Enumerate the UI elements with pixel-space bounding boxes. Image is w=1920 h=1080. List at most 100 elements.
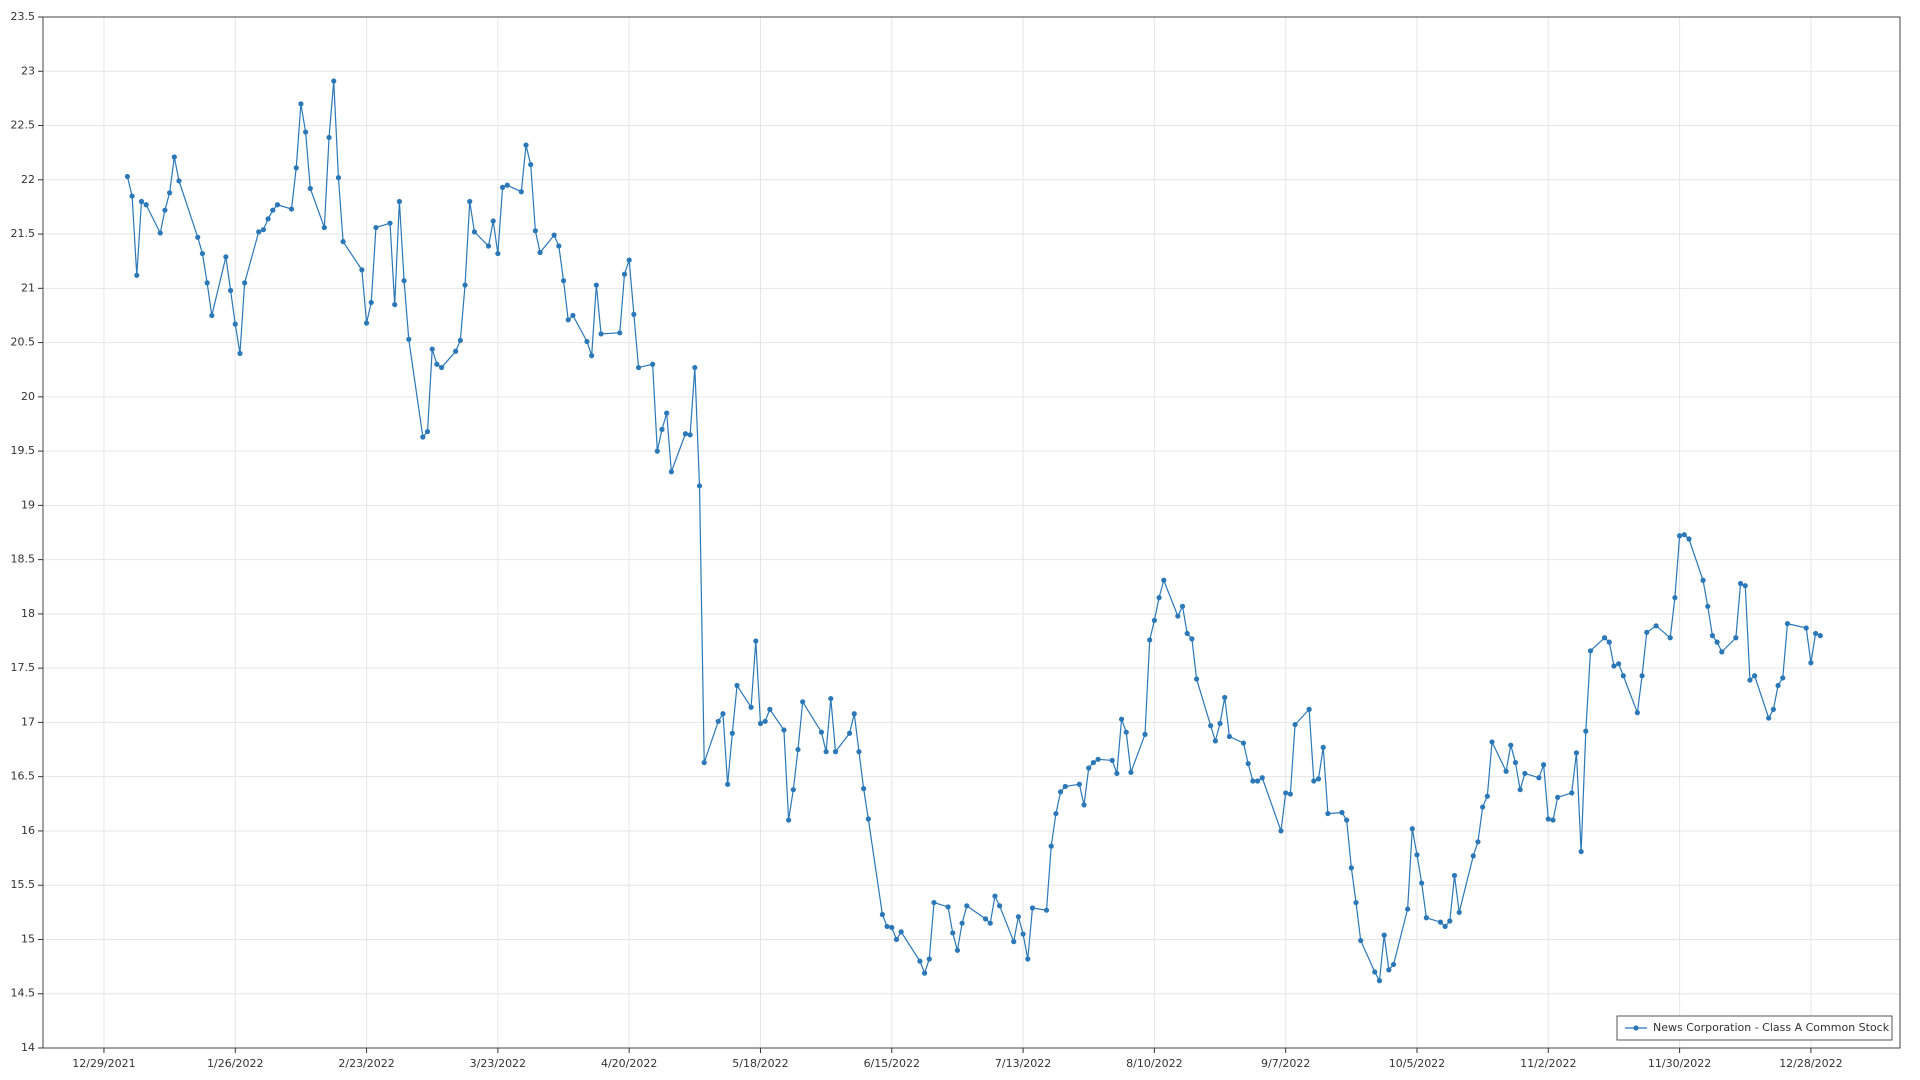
x-tick-label: 2/23/2022 (338, 1057, 394, 1070)
x-tick-label: 11/30/2022 (1648, 1057, 1711, 1070)
data-point (368, 299, 374, 306)
data-point (1250, 778, 1256, 784)
data-point (621, 271, 628, 277)
data-point (1315, 776, 1322, 782)
data-point (650, 361, 656, 367)
data-point (997, 903, 1003, 909)
data-point (1620, 673, 1626, 679)
x-tick-label: 10/5/2022 (1389, 1057, 1445, 1070)
y-tick-label: 22.5 (11, 119, 36, 132)
y-tick-label: 21 (21, 281, 35, 294)
data-point (359, 267, 365, 273)
data-point (307, 185, 313, 192)
data-point (556, 243, 562, 249)
data-point (1601, 635, 1608, 641)
data-point (1686, 536, 1692, 542)
data-point (635, 364, 642, 371)
data-point (1555, 794, 1561, 800)
data-point (1475, 839, 1481, 845)
data-point (434, 361, 440, 367)
data-point (1193, 676, 1200, 682)
y-tick-label: 17.5 (11, 661, 36, 674)
data-point (199, 250, 206, 257)
data-point (1278, 828, 1284, 834)
data-point (1344, 817, 1350, 823)
data-point (856, 749, 862, 755)
data-point (1320, 744, 1326, 750)
data-point (1780, 675, 1786, 681)
data-point (1803, 625, 1809, 631)
data-point (1217, 720, 1223, 727)
data-point (959, 920, 965, 926)
data-point (1681, 532, 1687, 538)
data-point (256, 229, 262, 235)
data-point (1405, 906, 1411, 912)
data-point (1254, 778, 1261, 784)
data-point (1043, 907, 1050, 913)
data-point (753, 638, 759, 644)
y-tick-label: 22 (21, 173, 35, 186)
data-point (260, 227, 267, 233)
data-point (1057, 789, 1064, 795)
data-point (1812, 630, 1819, 637)
data-point (288, 206, 295, 212)
data-point (1667, 635, 1673, 641)
data-point (917, 958, 923, 964)
data-point (1240, 740, 1247, 746)
data-point (1109, 757, 1115, 764)
data-point (1222, 694, 1228, 701)
data-point (1053, 810, 1059, 817)
data-point (1775, 682, 1781, 689)
data-point (1611, 663, 1617, 669)
legend-box (1616, 1015, 1893, 1041)
data-point (157, 230, 163, 236)
data-point (1226, 733, 1233, 740)
data-point (242, 280, 248, 286)
data-point (1311, 778, 1317, 784)
data-point (715, 718, 721, 724)
legend-marker (1633, 1025, 1639, 1031)
data-point (879, 911, 886, 918)
data-point (424, 428, 431, 435)
y-tick-label: 14.5 (11, 987, 36, 1000)
x-tick-label: 9/7/2022 (1261, 1057, 1310, 1070)
data-point (1517, 787, 1523, 793)
data-point (1653, 623, 1659, 629)
data-point (293, 165, 299, 171)
data-point (1672, 595, 1678, 601)
legend-label: News Corporation - Class A Common Stock (1653, 1021, 1890, 1034)
data-point (420, 434, 426, 440)
data-point (1616, 661, 1622, 667)
data-point (1545, 816, 1551, 822)
data-point (992, 893, 998, 899)
data-point (1676, 533, 1683, 539)
data-point (898, 929, 904, 935)
data-point (598, 331, 604, 337)
data-point (1076, 781, 1082, 787)
data-point (720, 711, 726, 717)
data-point (1245, 761, 1251, 767)
data-point (692, 364, 698, 371)
data-point (523, 142, 529, 148)
data-point (987, 920, 993, 926)
data-point (485, 243, 492, 249)
data-point (1184, 630, 1190, 637)
data-point (143, 202, 149, 208)
data-point (893, 936, 900, 943)
data-point (209, 312, 215, 319)
data-point (1325, 810, 1331, 817)
data-point (631, 311, 637, 317)
data-point (1714, 639, 1720, 645)
data-point (1573, 750, 1580, 756)
data-point (1639, 673, 1645, 679)
data-point (725, 781, 731, 787)
data-point (1161, 577, 1167, 583)
data-point (922, 970, 928, 976)
data-point (1451, 872, 1458, 879)
data-point (471, 229, 478, 235)
data-point (274, 202, 281, 208)
data-point (1095, 756, 1101, 762)
data-point (1512, 759, 1519, 766)
data-point (570, 312, 576, 319)
